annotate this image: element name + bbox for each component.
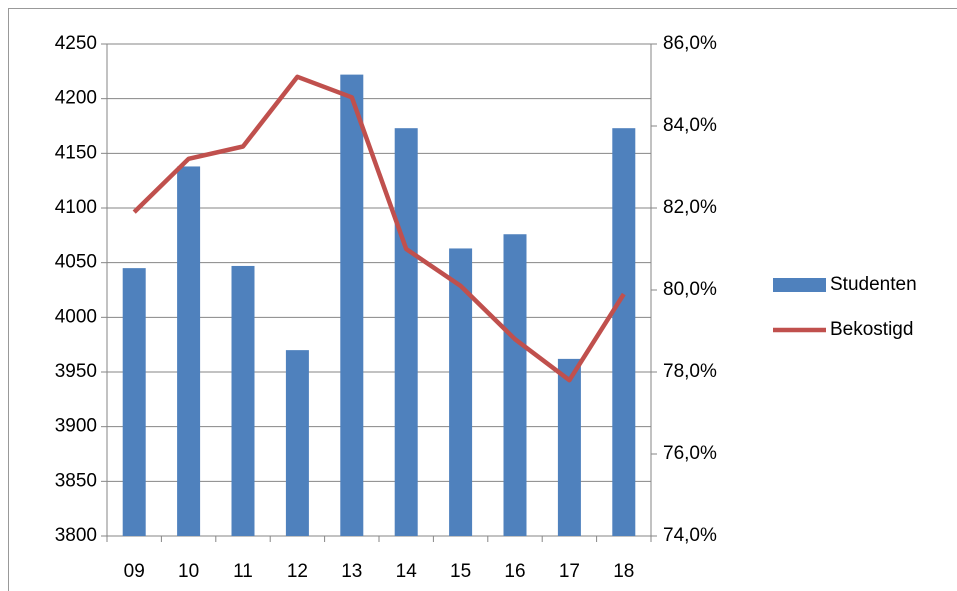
x-tick-label: 14 [396,561,418,582]
y2-tick-label: 80,0% [663,279,717,300]
y2-tick-label: 84,0% [663,115,717,136]
bar [394,128,418,537]
x-tick-label: 12 [287,561,308,582]
y2-tick-label: 78,0% [663,361,717,382]
legend-swatch [773,278,826,292]
x-tick-label: 10 [178,561,199,582]
bar [177,166,201,536]
y-tick-label: 3800 [55,525,97,546]
x-tick-label: 16 [504,561,525,582]
bar [231,265,255,536]
chart-frame [8,8,957,591]
bar [503,234,527,537]
bar [285,350,309,536]
y-tick-label: 4250 [55,33,97,54]
y2-tick-label: 74,0% [663,525,717,546]
y-tick-label: 4200 [55,88,97,109]
bar [557,358,581,536]
legend-label: Studenten [830,274,917,295]
y2-tick-label: 76,0% [663,443,717,464]
bar [612,128,636,537]
y-tick-label: 3850 [55,470,97,491]
legend-label: Bekostigd [830,319,913,340]
y-tick-label: 4000 [55,306,97,327]
x-tick-label: 13 [341,561,362,582]
bar [449,248,473,536]
y-tick-label: 3900 [55,416,97,437]
x-tick-label: 15 [450,561,471,582]
x-tick-label: 09 [124,561,145,582]
x-tick-label: 18 [613,561,634,582]
x-tick-label: 11 [233,561,253,582]
bar [122,268,146,536]
y2-tick-label: 86,0% [663,33,717,54]
line [132,74,626,383]
y-tick-label: 4050 [55,252,97,273]
y-tick-label: 4150 [55,142,97,163]
y2-tick-label: 82,0% [663,197,717,218]
x-tick-label: 17 [559,561,580,582]
bar [340,74,364,536]
y-tick-label: 4100 [55,197,97,218]
y-tick-label: 3950 [55,361,97,382]
